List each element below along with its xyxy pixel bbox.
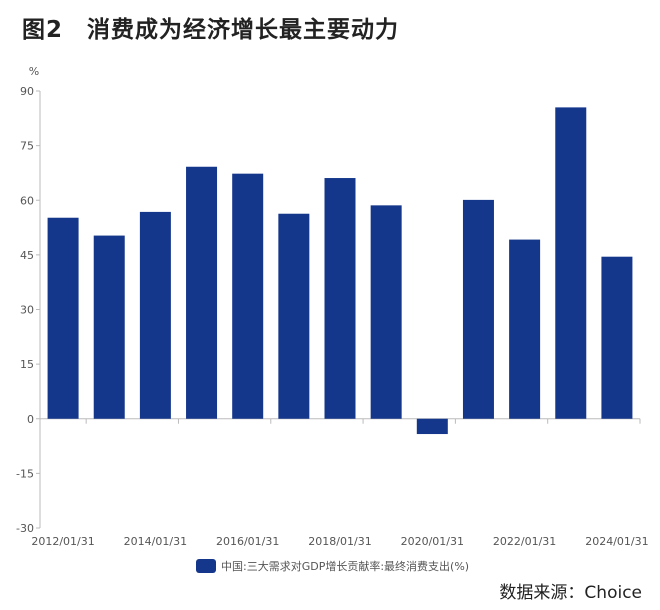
y-axis-unit: % bbox=[29, 65, 39, 78]
bar-2020 bbox=[416, 418, 448, 435]
bar-2017 bbox=[278, 213, 310, 419]
x-tick-label: 2022/01/31 bbox=[493, 535, 556, 548]
x-tick-label: 2014/01/31 bbox=[124, 535, 187, 548]
y-tick-label: 60 bbox=[20, 194, 34, 207]
legend[interactable]: 中国:三大需求对GDP增长贡献率:最终消费支出(%) bbox=[196, 558, 469, 574]
bar-2013 bbox=[93, 235, 125, 419]
bar-2018 bbox=[324, 178, 356, 419]
bar-2012 bbox=[47, 217, 79, 419]
y-tick-label: 15 bbox=[20, 358, 34, 371]
y-tick-label: -30 bbox=[16, 522, 34, 535]
x-tick-label: 2018/01/31 bbox=[308, 535, 371, 548]
y-tick-label: 30 bbox=[20, 304, 34, 317]
y-tick-label: 45 bbox=[20, 249, 34, 262]
bar-2023 bbox=[555, 107, 587, 419]
x-tick-label: 2024/01/31 bbox=[585, 535, 648, 548]
bar-2014 bbox=[139, 211, 171, 419]
legend-swatch bbox=[196, 559, 216, 573]
x-tick-label: 2012/01/31 bbox=[31, 535, 94, 548]
y-tick-label: 90 bbox=[20, 85, 34, 98]
y-tick-label: 75 bbox=[20, 140, 34, 153]
x-tick-label: 2020/01/31 bbox=[401, 535, 464, 548]
bar-2015 bbox=[186, 166, 218, 419]
y-tick-label: 0 bbox=[27, 413, 34, 426]
x-tick-label: 2016/01/31 bbox=[216, 535, 279, 548]
data-source: 数据来源：Choice bbox=[499, 583, 642, 603]
chart-title: 图2 消费成为经济增长最主要动力 bbox=[22, 17, 400, 43]
bar-2021 bbox=[462, 199, 494, 419]
bar-2022 bbox=[509, 239, 541, 419]
legend-label: 中国:三大需求对GDP增长贡献率:最终消费支出(%) bbox=[221, 560, 470, 573]
y-tick-label: -15 bbox=[16, 467, 34, 480]
bar-2019 bbox=[370, 205, 402, 419]
bar-2016 bbox=[232, 173, 264, 419]
bar-2024 bbox=[601, 256, 633, 419]
